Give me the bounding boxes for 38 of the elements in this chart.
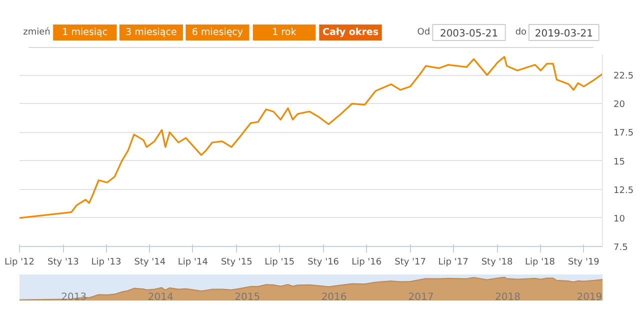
- y-tick-label: 10: [614, 214, 626, 224]
- y-tick-label: 12.5: [614, 186, 634, 196]
- x-tick-label: 2018: [494, 292, 520, 303]
- x-tick-label: 2017: [408, 292, 434, 303]
- y-tick-label: 7.5: [614, 243, 628, 253]
- text: Od: [417, 28, 430, 38]
- x-tick-label: 2014: [148, 292, 174, 303]
- x-tick-label: Sty '13: [48, 258, 79, 268]
- text: 3 miesiące: [126, 27, 177, 38]
- x-tick-label: Lip '12: [4, 258, 35, 268]
- y-tick-label: 15: [614, 157, 625, 168]
- text: Cały okres: [322, 27, 379, 38]
- x-tick-label: Lip '13: [91, 258, 122, 268]
- line-series: [20, 56, 602, 219]
- x-tick-label: Lip '18: [525, 258, 556, 268]
- text: do: [515, 28, 528, 38]
- x-tick-label: Sty '16: [308, 258, 340, 268]
- x-tick-label: 2015: [234, 292, 260, 303]
- x-tick-label: Sty '14: [134, 258, 166, 268]
- y-tick-label: 17.5: [614, 128, 634, 139]
- y-tick-label: 20: [614, 100, 626, 110]
- x-tick-label: 2019: [576, 292, 602, 303]
- x-tick-label: Lip '17: [438, 258, 468, 268]
- x-tick-label: Sty '15: [220, 258, 252, 268]
- x-tick-label: Sty '17: [394, 258, 426, 268]
- x-tick-label: Lip '14: [178, 258, 208, 268]
- text: 6 miesięcy: [192, 27, 244, 38]
- text: 2003-05-21: [440, 28, 498, 40]
- x-tick-label: Sty '18: [481, 258, 513, 268]
- x-tick-label: Sty '19: [568, 258, 600, 268]
- x-tick-label: 2016: [321, 292, 347, 303]
- text: 1 rok: [272, 27, 297, 38]
- text: zmień: [23, 26, 50, 38]
- y-tick-label: 22.5: [614, 72, 634, 82]
- text: 1 miesiąc: [62, 27, 108, 38]
- x-tick-label: Lip '16: [352, 258, 382, 268]
- text: 2019-03-21: [534, 28, 593, 40]
- x-tick-label: Lip '15: [264, 258, 295, 268]
